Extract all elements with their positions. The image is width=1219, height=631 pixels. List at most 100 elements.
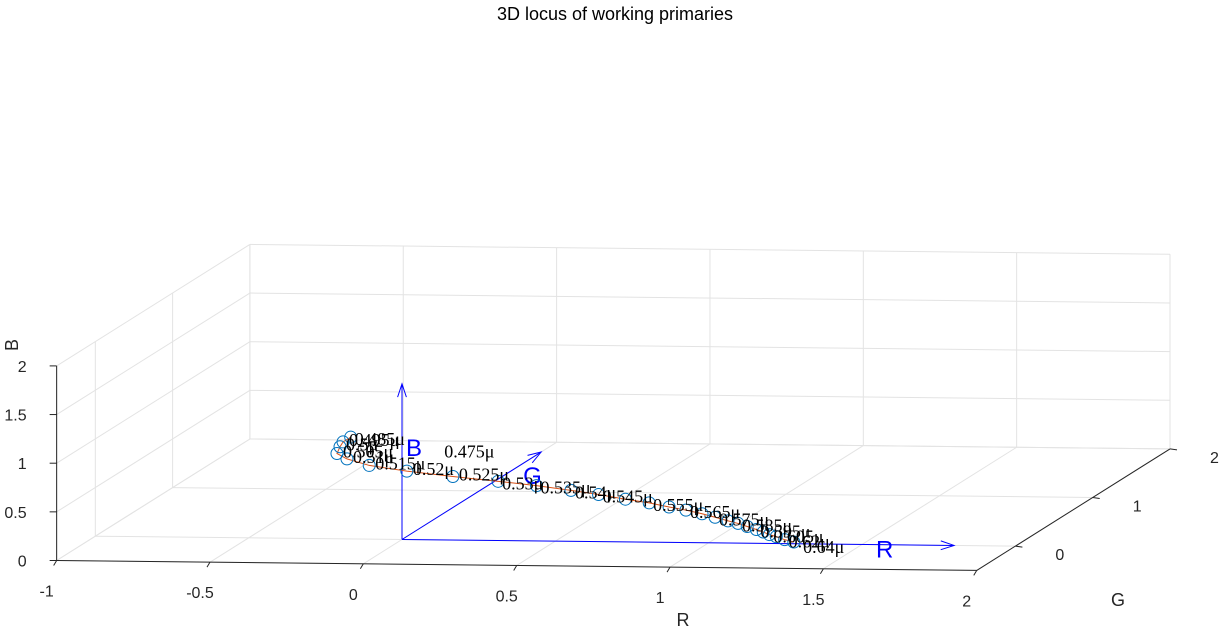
data-point [592,488,606,502]
data-label: 0.585μ [742,515,792,535]
data-point [618,492,632,506]
data-label: 0.64μ [803,537,844,557]
data-point [731,516,745,530]
z-tick-label: 1.5 [4,408,26,425]
x-tick-label: -1 [40,584,54,601]
data-point [756,525,770,539]
data-point [749,523,763,537]
x-tick-label: 0.5 [496,588,518,605]
data-label: 0.495μ [349,430,399,450]
data-point [721,514,735,528]
data-point [642,496,656,510]
x-axis-label: R [677,610,690,630]
y-axis-label: G [1111,590,1125,610]
grid-line [823,446,1017,570]
data-point [333,440,347,454]
z-tick-label: 0.5 [4,505,26,522]
data-point [340,452,354,466]
x-tick [53,560,58,566]
y-tick [1169,448,1178,451]
data-point [330,446,344,460]
data-label: 0.475μ [444,441,494,461]
x-tick-label: -0.5 [186,585,214,602]
data-label: 0.525μ [459,464,509,484]
grid-line [56,438,251,561]
z-axis-label: B [2,339,22,351]
data-point [662,500,676,514]
y-tick-label: 1 [1133,499,1142,516]
x-tick-label: 2 [962,593,971,610]
grid-line [56,243,251,367]
chart-title: 3D locus of working primaries [497,4,733,24]
data-point [362,458,376,472]
grid-line [56,292,251,415]
data-point [344,430,358,444]
arrowhead-icon [397,382,407,398]
x-tick [359,563,364,570]
data-point [491,474,505,488]
data-label: 0.485μ [355,429,405,449]
x-tick [206,561,211,568]
axis-arrow-label-r: R [876,536,893,563]
data-point [762,528,776,542]
x-tick [819,568,824,575]
grid-line [249,243,1171,255]
data-label: 0.54μ [575,482,616,502]
axis-arrow-label-g: G [523,463,542,490]
grid-line [516,443,711,566]
data-label: 0.62μ [789,532,830,552]
data-point [740,519,754,533]
x-tick [513,565,518,571]
axis-arrow-r [401,539,955,546]
data-label: 0.595μ [760,522,810,542]
data-label: 0.53μ [502,473,543,493]
axis-arrow-label-b: B [406,435,422,462]
data-label: 0.575μ [719,509,769,529]
locus-markers [330,430,801,549]
x-tick [666,566,671,573]
data-label: 0.545μ [603,487,653,507]
grid [56,243,1171,571]
data-label: 0.51μ [353,447,394,467]
y-tick-label: 0 [1055,547,1064,564]
data-point [446,469,460,483]
data-point [529,479,543,493]
data-label: 0.605μ [773,527,823,547]
data-label: 0.565μ [690,502,740,522]
z-tick-label: 0 [18,554,27,571]
data-label: 0.535μ [540,478,590,498]
z-tick-label: 1 [18,456,27,473]
x-tick-label: 1.5 [802,592,824,609]
data-point [708,510,722,524]
y-tick-label: 2 [1210,450,1219,467]
data-point [769,530,783,544]
data-point [679,503,693,517]
x-tick-label: 1 [656,590,665,607]
axes: -1 -0.5 0 0.5 1 1.5 2 0 1 2 0 0.5 1 1.5 2 [4,359,1219,611]
data-label: 0.52μ [413,459,454,479]
data-point [778,533,792,547]
series-line [336,436,794,543]
grid-line [249,341,1171,353]
grid-line [249,292,1171,304]
grid-line [172,487,1093,498]
grid-line [56,389,251,513]
data-point [564,483,578,497]
y-tick [1092,497,1100,499]
x-tick [973,570,978,576]
data-point [400,464,414,478]
locus-curve [336,436,794,543]
data-point [695,507,709,521]
arrowhead-icon [527,451,543,464]
y-axis-line [976,448,1171,571]
data-label: 0.515μ [375,453,425,473]
arrowhead-icon [940,540,956,551]
grid-line [249,389,1171,401]
z-tick-label: 2 [18,359,27,376]
grid-line [249,438,1171,450]
grid-line [209,440,404,563]
data-label: 0.555μ [653,495,703,515]
grid-line [56,341,251,464]
rgb-axis-arrows: R G B [397,382,956,563]
